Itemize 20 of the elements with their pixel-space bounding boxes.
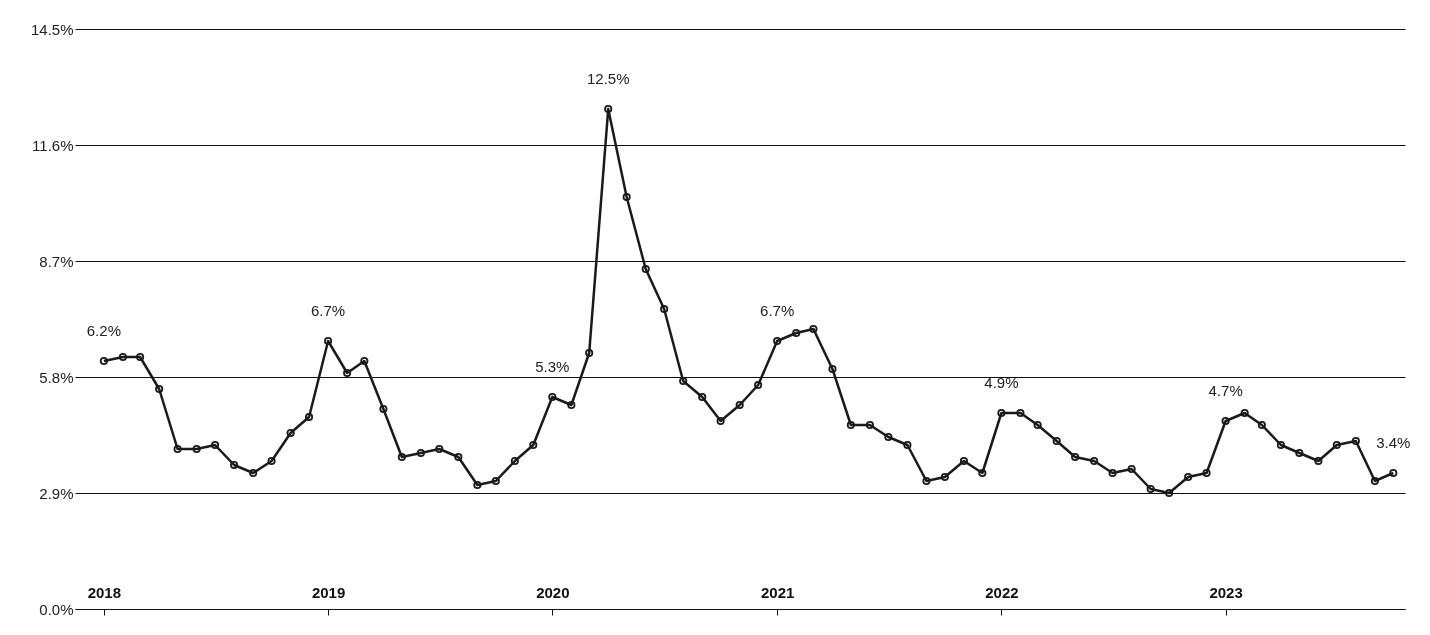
data-label: 4.9%: [984, 374, 1019, 391]
x-tick-label: 2023: [1209, 583, 1243, 601]
x-tick-label: 2020: [536, 583, 570, 601]
y-tick-label: 2.9%: [39, 484, 74, 502]
data-label: 5.3%: [535, 358, 570, 375]
x-tick-label: 2018: [87, 583, 122, 601]
y-tick-label: 0.0%: [39, 600, 74, 618]
data-label: 6.7%: [311, 302, 346, 319]
data-label: 12.5%: [586, 70, 630, 87]
y-tick-label: 5.8%: [39, 368, 74, 386]
data-label: 6.7%: [760, 302, 795, 319]
y-tick-label: 14.5%: [30, 20, 74, 38]
data-label: 4.7%: [1208, 382, 1243, 399]
data-label: 3.4%: [1376, 434, 1411, 451]
x-tick-label: 2022: [985, 583, 1019, 601]
x-tick-label: 2019: [311, 583, 346, 601]
data-label: 6.2%: [86, 322, 121, 339]
y-tick-label: 11.6%: [32, 136, 74, 154]
y-tick-label: 8.7%: [39, 252, 74, 270]
x-tick-label: 2021: [760, 583, 795, 601]
